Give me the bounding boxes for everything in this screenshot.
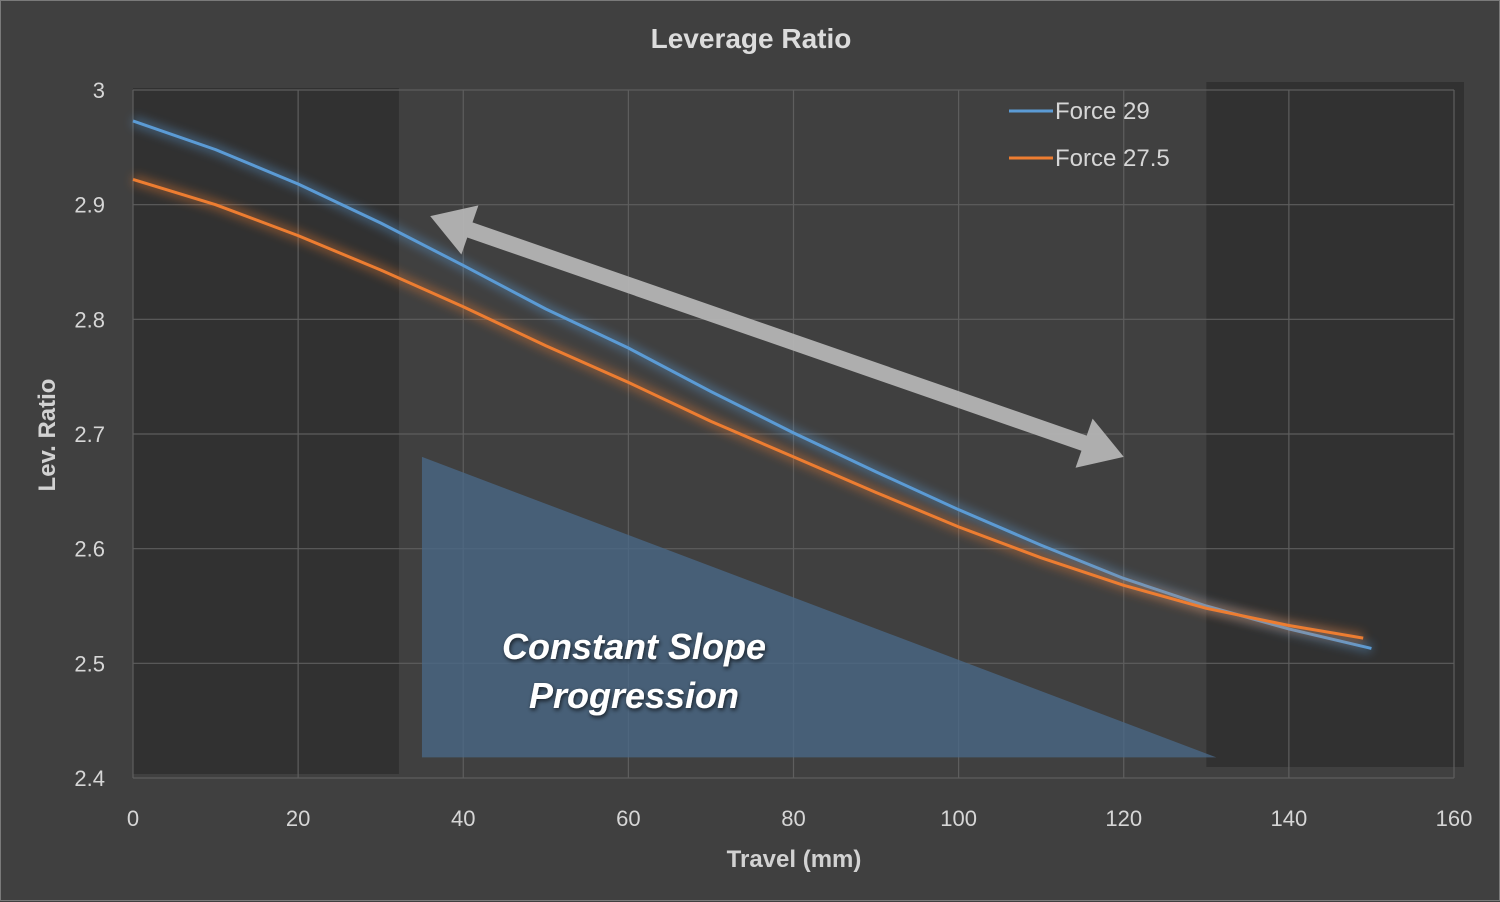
double-arrow bbox=[430, 205, 1124, 468]
chart-title: Leverage Ratio bbox=[651, 23, 852, 54]
legend-label-force-29: Force 29 bbox=[1055, 98, 1150, 125]
annotation-line-1: Constant Slope bbox=[502, 626, 766, 667]
slope-triangle-shape bbox=[421, 456, 1217, 758]
arrow-shape bbox=[430, 205, 1124, 468]
x-tick-label: 0 bbox=[127, 806, 139, 831]
shaded-regions bbox=[133, 82, 1464, 774]
x-tick-label: 140 bbox=[1271, 806, 1308, 831]
x-tick-label: 160 bbox=[1436, 806, 1473, 831]
constant-slope-triangle bbox=[421, 456, 1217, 758]
tick-labels: 0 20 40 60 80 100 120 140 160 2.4 2.5 2.6 2.7 2.8 2.9 3 bbox=[74, 78, 1472, 831]
y-tick-label: 2.7 bbox=[74, 422, 105, 447]
y-axis-title: Lev. Ratio bbox=[34, 379, 61, 492]
y-tick-label: 2.9 bbox=[74, 193, 105, 218]
x-axis-title: Travel (mm) bbox=[727, 846, 862, 873]
x-tick-label: 80 bbox=[781, 806, 805, 831]
x-tick-label: 120 bbox=[1105, 806, 1142, 831]
x-tick-label: 60 bbox=[616, 806, 640, 831]
legend-label-force-27-5: Force 27.5 bbox=[1055, 145, 1170, 172]
y-tick-label: 2.4 bbox=[74, 766, 105, 791]
x-tick-label: 20 bbox=[286, 806, 310, 831]
shaded-region bbox=[133, 88, 399, 774]
legend: Force 29 Force 27.5 bbox=[1009, 98, 1170, 172]
annotation-line-2: Progression bbox=[529, 675, 739, 716]
shaded-region bbox=[1206, 82, 1464, 767]
x-tick-label: 100 bbox=[940, 806, 977, 831]
y-tick-label: 2.8 bbox=[74, 307, 105, 332]
y-tick-label: 3 bbox=[93, 78, 105, 103]
series-line-force-27-5 bbox=[132, 178, 1364, 640]
y-tick-label: 2.6 bbox=[74, 537, 105, 562]
x-tick-label: 40 bbox=[451, 806, 475, 831]
series-lines bbox=[131, 116, 1373, 653]
y-tick-label: 2.5 bbox=[74, 651, 105, 676]
